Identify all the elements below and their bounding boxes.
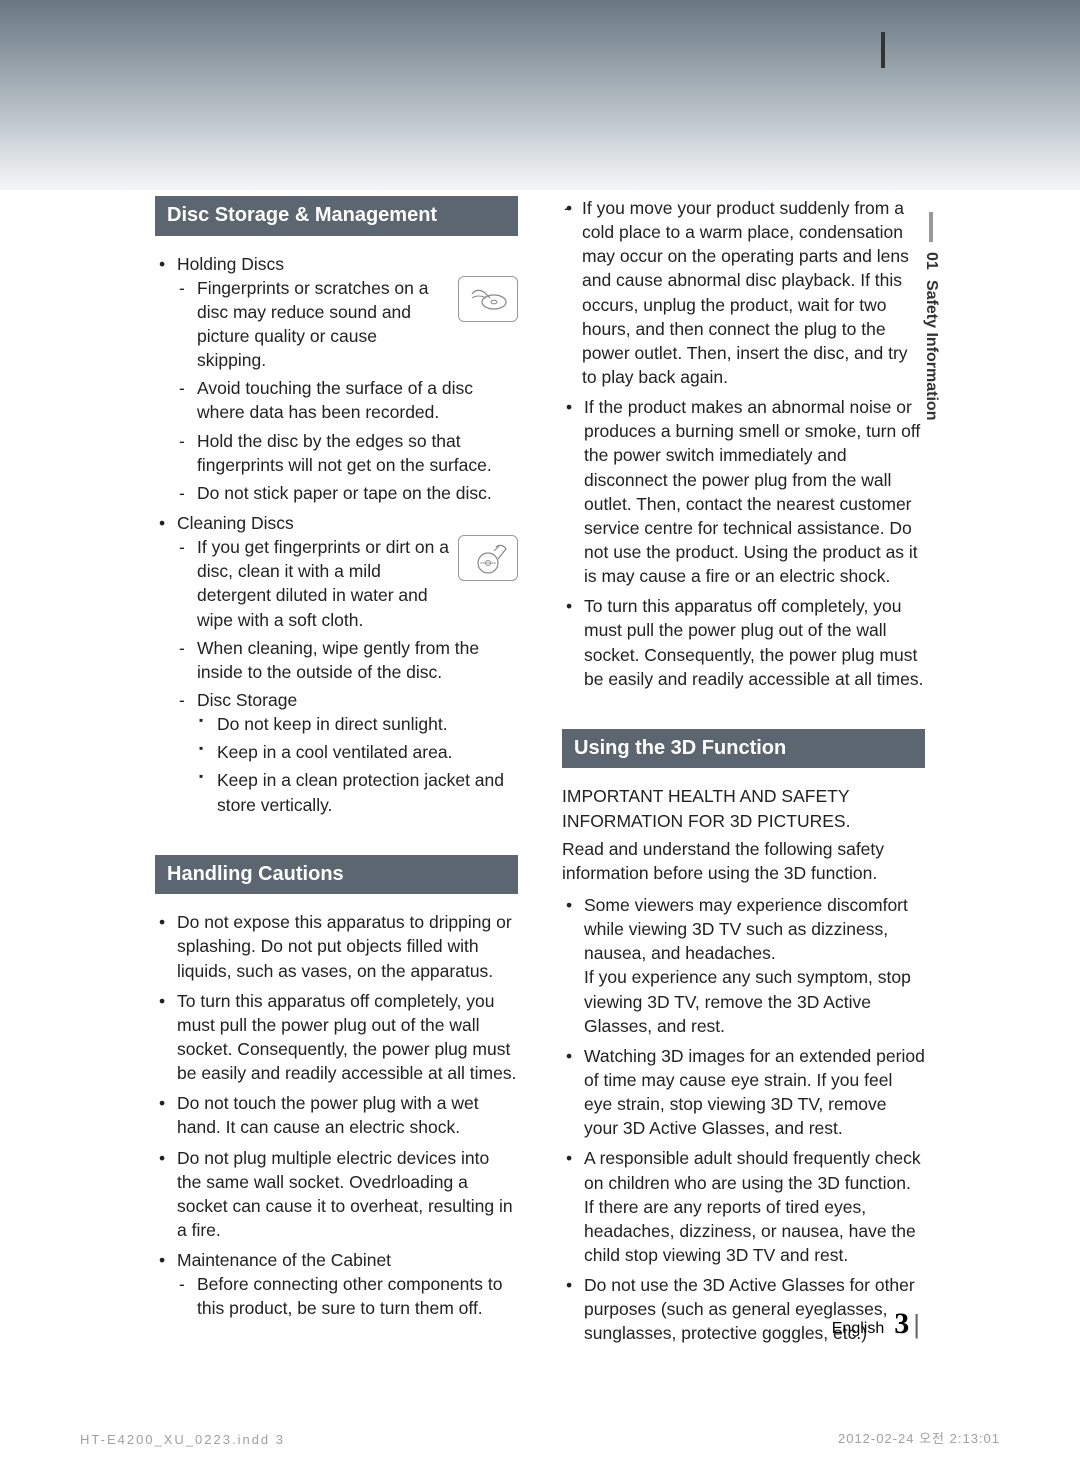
list-text: Do not keep in direct sunlight. <box>217 714 448 734</box>
list-item: If you get fingerprints or dirt on a dis… <box>177 535 518 632</box>
list-text: Hold the disc by the edges so that finge… <box>197 431 492 475</box>
bullet-cleaning-discs: Cleaning Discs <box>155 511 518 817</box>
list-item: Hold the disc by the edges so that finge… <box>177 429 518 477</box>
list-text: Maintenance of the Cabinet <box>177 1250 391 1270</box>
list-text: If you move your product suddenly from a… <box>582 198 909 387</box>
list-item: When cleaning, wipe gently from the insi… <box>177 636 518 684</box>
list-item: Some viewers may experience discomfort w… <box>562 893 925 1038</box>
list-item: Watching 3D images for an extended perio… <box>562 1044 925 1141</box>
list-text: If you get fingerprints or dirt on a dis… <box>197 537 449 629</box>
intro-line-2: Read and understand the following safety… <box>562 837 925 885</box>
footer-language: English <box>832 1320 884 1338</box>
list-item: Avoid touching the surface of a disc whe… <box>177 376 518 424</box>
bullet-holding-discs: Holding Discs Fingerpr <box>155 252 518 505</box>
side-tab-bar-icon <box>929 212 933 242</box>
list-text: If the product makes an abnormal noise o… <box>584 397 920 586</box>
section-header-3d-function: Using the 3D Function <box>562 729 925 769</box>
list-text: To turn this apparatus off completely, y… <box>177 991 516 1083</box>
list-text: When cleaning, wipe gently from the insi… <box>197 638 479 682</box>
list-text: Do not stick paper or tape on the disc. <box>197 483 492 503</box>
list-item: Keep in a clean protection jacket and st… <box>197 768 518 816</box>
list-item: Disc Storage Do not keep in direct sunli… <box>177 688 518 817</box>
list-item: Do not touch the power plug with a wet h… <box>155 1091 518 1139</box>
intro-line-1: IMPORTANT HEALTH AND SAFETY INFORMATION … <box>562 784 925 832</box>
list-item: To turn this apparatus off completely, y… <box>155 989 518 1086</box>
right-column: If you move your product suddenly from a… <box>562 190 925 1352</box>
list-item: Do not keep in direct sunlight. <box>197 712 518 736</box>
list-text: Avoid touching the surface of a disc whe… <box>197 378 473 422</box>
page-footer: English 3 | <box>0 1307 1080 1341</box>
bullet-label: Cleaning Discs <box>177 513 294 533</box>
list-text: Keep in a clean protection jacket and st… <box>217 770 504 814</box>
crop-mark <box>881 32 885 68</box>
list-text: Fingerprints or scratches on a disc may … <box>197 278 429 370</box>
list-text: Do not plug multiple electric devices in… <box>177 1148 513 1240</box>
list-text: Disc Storage <box>197 690 297 710</box>
page-body: Disc Storage & Management Holding Discs <box>155 190 925 1479</box>
list-item: If the product makes an abnormal noise o… <box>562 395 925 588</box>
section-header-handling-cautions: Handling Cautions <box>155 855 518 895</box>
list-text: A responsible adult should frequently ch… <box>584 1148 921 1265</box>
imprint-filename: HT-E4200_XU_0223.indd 3 <box>80 1432 285 1447</box>
section-header-disc-storage: Disc Storage & Management <box>155 196 518 236</box>
list-text: Keep in a cool ventilated area. <box>217 742 452 762</box>
hand-wiping-disc-icon <box>458 535 518 581</box>
imprint-timestamp: 2012-02-24 오전 2:13:01 <box>838 1428 1000 1447</box>
list-item: Keep in a cool ventilated area. <box>197 740 518 764</box>
list-item: To turn this apparatus off completely, y… <box>562 594 925 691</box>
hand-holding-disc-icon <box>458 276 518 322</box>
list-item: Do not expose this apparatus to dripping… <box>155 910 518 982</box>
list-text: Do not touch the power plug with a wet h… <box>177 1093 479 1137</box>
bullet-label: Holding Discs <box>177 254 284 274</box>
header-gradient-banner <box>0 0 1080 190</box>
footer-divider-icon: | <box>913 1309 920 1340</box>
list-item: Fingerprints or scratches on a disc may … <box>177 276 518 373</box>
continuation-wrapper: If you move your product suddenly from a… <box>562 196 925 389</box>
list-item: Do not plug multiple electric devices in… <box>155 1146 518 1243</box>
left-column: Disc Storage & Management Holding Discs <box>155 190 518 1352</box>
list-item: If you move your product suddenly from a… <box>562 196 925 389</box>
list-text: Do not expose this apparatus to dripping… <box>177 912 512 980</box>
list-text: To turn this apparatus off completely, y… <box>584 596 923 688</box>
list-item: A responsible adult should frequently ch… <box>562 1146 925 1267</box>
footer-page-number: 3 <box>894 1307 909 1341</box>
list-item: Do not stick paper or tape on the disc. <box>177 481 518 505</box>
list-text: Some viewers may experience discomfort w… <box>584 895 911 1036</box>
list-text: Watching 3D images for an extended perio… <box>584 1046 925 1138</box>
